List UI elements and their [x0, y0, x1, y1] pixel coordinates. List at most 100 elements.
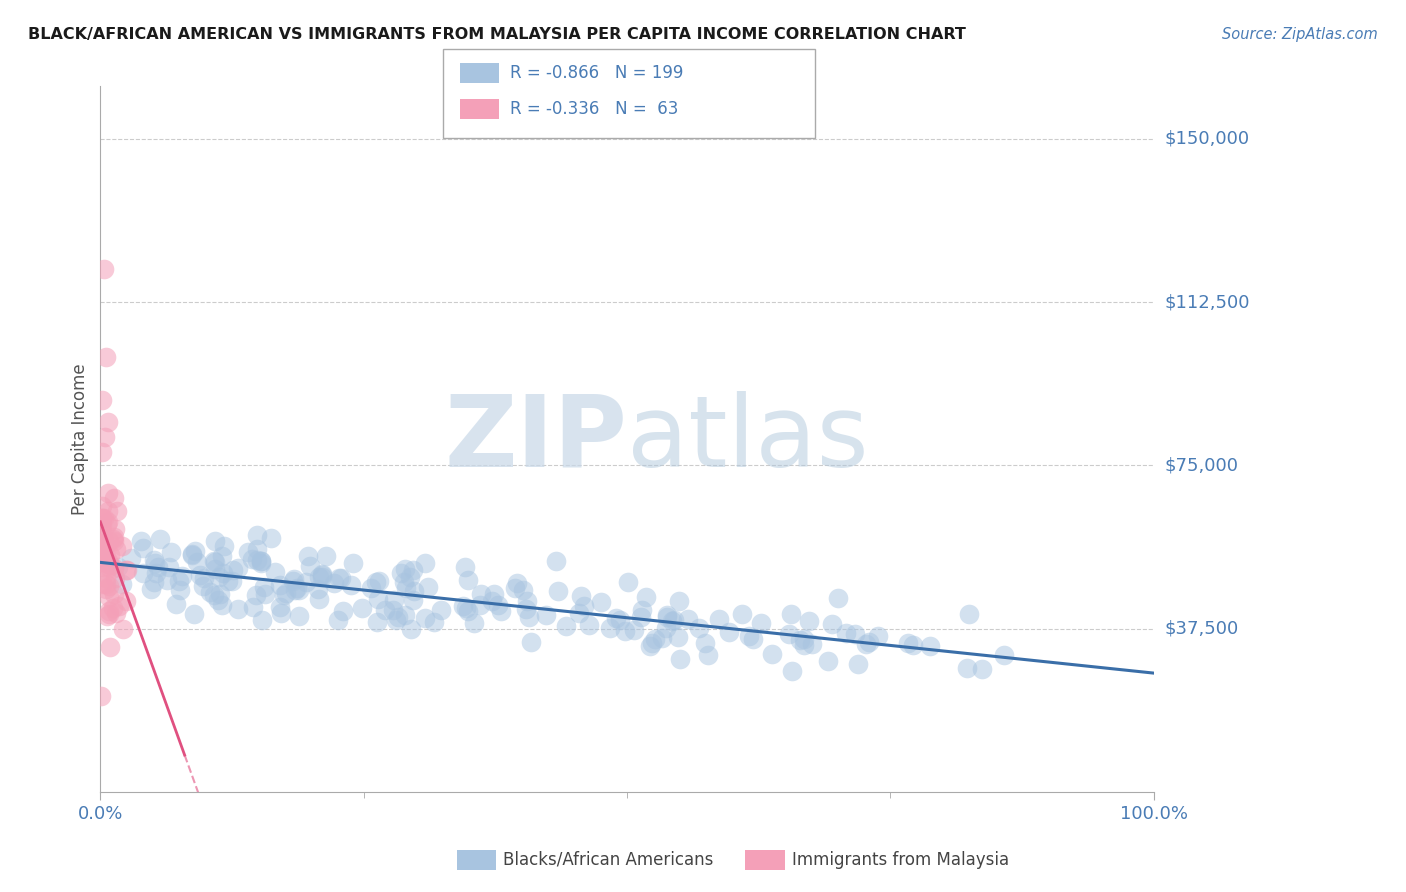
Point: [555, 619, 578, 633]
Point: [614, 624, 637, 638]
Point: [661, 615, 683, 629]
Point: [394, 562, 416, 576]
Point: [609, 614, 631, 628]
Point: [662, 613, 685, 627]
Point: [418, 580, 440, 594]
Point: [993, 648, 1015, 663]
Point: [222, 564, 245, 578]
Point: [273, 588, 295, 602]
Point: [332, 604, 354, 618]
Point: [534, 607, 557, 622]
Text: R = -0.866   N = 199: R = -0.866 N = 199: [510, 64, 683, 82]
Point: [589, 595, 612, 609]
Point: [98, 548, 121, 562]
Point: [107, 560, 129, 574]
Point: [340, 578, 363, 592]
Point: [208, 587, 231, 601]
Point: [97, 590, 120, 604]
Point: [283, 572, 305, 586]
Point: [160, 545, 183, 559]
Point: [180, 548, 202, 562]
Point: [110, 576, 132, 591]
Point: [103, 534, 125, 549]
Point: [311, 568, 333, 582]
Point: [463, 615, 485, 630]
Point: [167, 574, 190, 589]
Point: [111, 540, 134, 554]
Point: [328, 571, 350, 585]
Point: [169, 583, 191, 598]
Point: [374, 602, 396, 616]
Point: [789, 633, 811, 648]
Point: [676, 612, 699, 626]
Point: [112, 623, 135, 637]
Point: [457, 604, 479, 618]
Point: [97, 515, 120, 529]
Point: [360, 581, 382, 595]
Point: [250, 556, 273, 570]
Point: [90, 520, 112, 534]
Point: [631, 602, 654, 616]
Point: [281, 574, 304, 589]
Point: [183, 607, 205, 621]
Point: [98, 559, 121, 574]
Point: [93, 541, 115, 556]
Point: [221, 574, 243, 589]
Text: ZIP: ZIP: [444, 391, 627, 488]
Point: [120, 551, 142, 566]
Text: Immigrants from Malaysia: Immigrants from Malaysia: [792, 851, 1008, 869]
Point: [491, 603, 513, 617]
Point: [129, 534, 152, 549]
Point: [226, 560, 249, 574]
Point: [94, 582, 117, 596]
Point: [94, 577, 117, 591]
Point: [91, 537, 114, 551]
Point: [738, 629, 761, 643]
Point: [688, 621, 710, 635]
Point: [599, 621, 621, 635]
Point: [97, 607, 120, 621]
Point: [156, 573, 179, 587]
Point: [517, 610, 540, 624]
Point: [143, 553, 166, 567]
Point: [97, 415, 120, 429]
Point: [817, 654, 839, 668]
Point: [451, 599, 474, 614]
Point: [897, 636, 920, 650]
Point: [395, 581, 418, 595]
Point: [93, 555, 115, 569]
Point: [381, 603, 404, 617]
Point: [709, 612, 731, 626]
Text: BLACK/AFRICAN AMERICAN VS IMMIGRANTS FROM MALAYSIA PER CAPITA INCOME CORRELATION: BLACK/AFRICAN AMERICAN VS IMMIGRANTS FRO…: [28, 27, 966, 42]
Point: [94, 571, 117, 585]
Text: Blacks/African Americans: Blacks/African Americans: [503, 851, 714, 869]
Point: [413, 556, 436, 570]
Point: [246, 527, 269, 541]
Point: [295, 574, 318, 589]
Point: [269, 600, 291, 615]
Point: [569, 589, 592, 603]
Point: [389, 566, 412, 581]
Point: [515, 601, 537, 615]
Point: [104, 606, 127, 620]
Point: [858, 635, 880, 649]
Point: [91, 537, 114, 551]
Point: [430, 603, 453, 617]
Point: [165, 597, 187, 611]
Point: [193, 571, 215, 585]
Point: [186, 555, 208, 569]
Point: [211, 549, 233, 564]
Point: [717, 624, 740, 639]
Point: [96, 516, 118, 531]
Y-axis label: Per Capita Income: Per Capita Income: [72, 364, 89, 516]
Point: [457, 574, 479, 588]
Point: [453, 560, 475, 574]
Point: [103, 530, 125, 544]
Point: [198, 585, 221, 599]
Point: [311, 570, 333, 584]
Point: [482, 587, 505, 601]
Point: [146, 560, 169, 574]
Point: [253, 587, 276, 601]
Point: [413, 611, 436, 625]
Point: [512, 583, 534, 598]
